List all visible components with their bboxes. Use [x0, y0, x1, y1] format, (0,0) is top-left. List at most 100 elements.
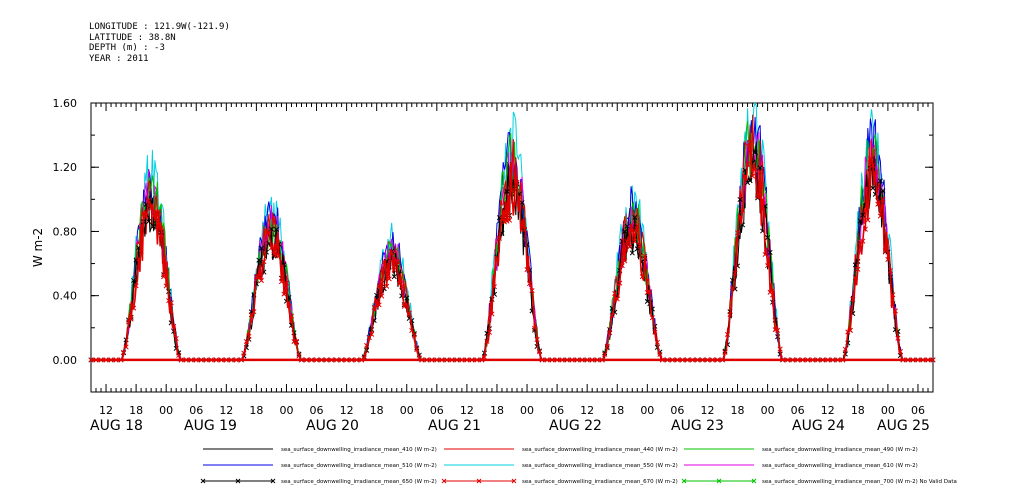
x-marker — [394, 259, 400, 265]
x-marker — [870, 185, 876, 191]
legend-label: sea_surface_downwelling_irradiance_mean_… — [281, 463, 437, 469]
x-marker — [752, 150, 758, 156]
x-marker — [258, 278, 264, 284]
x-marker — [516, 194, 523, 200]
x-marker — [877, 178, 883, 184]
x-marker — [509, 187, 515, 194]
x-tick-label: 12 — [580, 404, 594, 417]
x-marker — [268, 226, 274, 232]
x-marker — [409, 327, 415, 334]
x-tick-label: 12 — [99, 404, 113, 417]
x-marker — [384, 283, 390, 289]
x-marker — [737, 214, 743, 220]
x-tick-label: 12 — [460, 404, 474, 417]
x-marker — [765, 235, 771, 241]
x-marker — [634, 223, 640, 229]
x-marker — [246, 333, 252, 339]
x-marker — [273, 226, 279, 232]
x-marker — [263, 228, 269, 234]
x-marker — [607, 330, 613, 336]
x-marker — [622, 229, 628, 235]
x-marker — [391, 267, 397, 273]
x-marker — [171, 323, 177, 329]
x-marker — [491, 284, 498, 290]
x-marker — [251, 309, 257, 315]
x-marker — [489, 311, 495, 317]
x-tick-label: 18 — [129, 404, 143, 417]
x-marker — [647, 289, 653, 295]
x-marker — [121, 349, 127, 355]
x-marker — [887, 268, 893, 274]
x-marker — [286, 299, 292, 305]
x-marker — [499, 215, 505, 222]
x-marker — [747, 178, 753, 184]
x-marker — [867, 156, 873, 162]
x-tick-label: 06 — [911, 404, 925, 417]
legend-marker — [270, 478, 276, 484]
x-marker — [762, 251, 768, 258]
legend-marker — [235, 478, 241, 484]
y-tick-label: 1.20 — [53, 161, 78, 174]
series-markers — [88, 140, 936, 363]
x-tick-label: 06 — [430, 404, 444, 417]
legend-label: sea_surface_downwelling_irradiance_mean_… — [762, 463, 918, 469]
x-marker — [158, 225, 164, 231]
metadata-header: LONGITUDE : 121.9W(-121.9) LATITUDE : 38… — [89, 22, 230, 64]
x-marker — [374, 298, 380, 304]
legend-marker — [751, 478, 757, 484]
x-marker — [143, 213, 149, 219]
x-date-label: AUG 21 — [428, 418, 481, 434]
x-marker — [148, 205, 154, 211]
x-tick-label: 00 — [881, 404, 895, 417]
x-marker — [852, 274, 858, 281]
x-marker — [622, 258, 628, 264]
x-tick-label: 18 — [610, 404, 624, 417]
x-marker — [156, 208, 162, 215]
x-marker — [138, 223, 144, 229]
x-tick-label: 12 — [340, 404, 354, 417]
x-marker — [131, 305, 137, 311]
x-marker — [750, 173, 756, 179]
x-tick-label: 18 — [370, 404, 384, 417]
x-marker — [770, 292, 776, 298]
x-marker — [739, 208, 746, 214]
x-marker — [860, 238, 866, 244]
x-marker — [765, 263, 771, 269]
x-marker — [374, 292, 380, 298]
x-marker — [504, 188, 510, 194]
x-marker — [880, 196, 886, 202]
x-marker — [722, 349, 728, 355]
x-marker — [852, 262, 858, 268]
x-date-label: AUG 18 — [90, 418, 143, 434]
x-marker — [404, 302, 410, 308]
plot-frame — [90, 102, 934, 393]
x-marker — [897, 348, 903, 355]
x-tick-label: 06 — [670, 404, 684, 417]
x-marker — [278, 279, 285, 285]
x-marker — [481, 354, 487, 360]
x-marker — [519, 222, 525, 228]
x-marker — [243, 338, 249, 345]
x-marker — [532, 325, 538, 331]
x-marker — [845, 329, 851, 335]
x-marker — [266, 229, 272, 235]
x-tick-label: 00 — [159, 404, 173, 417]
x-marker — [624, 223, 630, 229]
x-marker — [371, 304, 377, 311]
legend-marker — [441, 478, 447, 484]
legend-label: sea_surface_downwelling_irradiance_mean_… — [762, 447, 918, 453]
x-tick-label: 00 — [279, 404, 293, 417]
x-marker — [411, 332, 417, 338]
year-label: YEAR : 2011 — [89, 53, 149, 64]
x-marker — [885, 256, 891, 263]
x-marker — [747, 140, 753, 146]
x-marker — [386, 276, 392, 282]
x-tick-label: 18 — [490, 404, 504, 417]
x-marker — [727, 311, 733, 317]
x-marker — [256, 273, 262, 279]
x-marker — [757, 169, 763, 175]
x-tick-label: 00 — [400, 404, 414, 417]
x-marker — [379, 293, 385, 299]
legend-marker — [681, 478, 687, 484]
